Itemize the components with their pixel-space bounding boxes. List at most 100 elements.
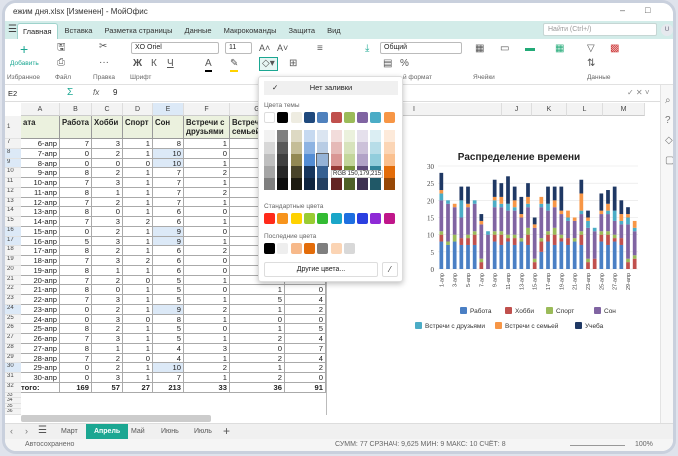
value-cell[interactable]: 0 [230,314,285,325]
value-cell[interactable]: 2 [184,187,230,198]
shade-swatch[interactable] [303,142,315,154]
value-cell[interactable]: 6 [153,256,184,266]
sum-icon[interactable]: Σ [67,87,74,98]
value-cell[interactable]: 1 [123,324,153,334]
date-cell[interactable]: 8-апр [21,158,60,169]
filter-icon[interactable]: ▽ [587,43,595,54]
theme-swatch[interactable] [317,112,329,123]
value-cell[interactable]: 1 [92,187,123,198]
value-cell[interactable]: 7 [153,168,184,178]
value-cell[interactable]: 1 [123,197,153,208]
value-cell[interactable]: 3 [92,314,123,325]
date-cell[interactable]: 11-апр [21,187,60,198]
value-cell[interactable]: 9 [153,236,184,247]
recent-swatch[interactable] [264,243,275,254]
shade-swatch[interactable] [264,142,275,154]
shade-swatch[interactable] [330,154,342,166]
row-header[interactable]: 28 [5,343,21,354]
value-cell[interactable]: 0 [285,285,326,295]
value-cell[interactable]: 1 [184,236,230,247]
shade-swatch[interactable] [290,142,302,154]
sheet-tab-march[interactable]: Март [61,428,78,435]
value-cell[interactable]: 0 [123,158,153,169]
value-cell[interactable]: 7 [60,275,92,286]
shade-swatch[interactable] [357,154,369,166]
shade-swatch[interactable] [303,154,315,166]
value-cell[interactable]: 2 [285,363,326,373]
value-cell[interactable]: 1 [123,246,153,256]
shade-swatch[interactable] [317,178,329,190]
comment-icon[interactable]: ▢ [665,155,675,166]
shade-swatch[interactable] [264,130,275,142]
cell-reference[interactable]: E2 [8,89,18,98]
shade-swatch[interactable] [317,142,329,154]
row-header[interactable]: 17 [5,236,21,247]
row-header[interactable]: 18 [5,246,21,256]
value-cell[interactable]: 0 [60,373,92,383]
prev-sheet-icon[interactable]: ‹ [10,426,13,436]
column-header-e[interactable]: E [153,103,184,116]
value-cell[interactable]: 5 [285,324,326,334]
value-cell[interactable]: 8 [60,187,92,198]
value-cell[interactable]: 5 [153,295,184,305]
shade-swatch[interactable] [383,166,395,178]
shade-swatch[interactable] [317,130,329,142]
standard-swatch[interactable] [264,213,275,224]
value-cell[interactable]: 3 [92,139,123,149]
value-cell[interactable]: 2 [92,197,123,208]
value-cell[interactable]: 0 [123,353,153,364]
formula-input[interactable]: 9 [113,88,118,97]
value-cell[interactable]: 5 [153,285,184,295]
fill-color-button[interactable]: ◇▾ [259,57,278,71]
value-cell[interactable]: 5 [153,334,184,344]
value-cell[interactable]: 2 [92,168,123,178]
value-cell[interactable]: 8 [60,168,92,178]
date-cell[interactable]: 25-апр [21,324,60,334]
tab-macros[interactable]: Макрокоманды [223,26,277,35]
shade-swatch[interactable] [303,130,315,142]
row-header[interactable]: 27 [5,334,21,344]
value-cell[interactable]: 2 [285,304,326,315]
value-cell[interactable]: 2 [230,334,285,344]
row-header[interactable]: 13 [5,197,21,208]
value-cell[interactable]: 8 [153,139,184,149]
search-input[interactable]: Найти (Ctrl+/) [543,23,657,36]
value-cell[interactable]: 7 [60,256,92,266]
value-cell[interactable]: 1 [184,353,230,364]
shade-swatch[interactable] [383,142,395,154]
column-header-d[interactable]: D [123,103,153,116]
shade-swatch[interactable] [317,166,329,178]
value-cell[interactable]: 1 [184,295,230,305]
value-cell[interactable]: 1 [184,275,230,286]
value-cell[interactable]: 1 [230,304,285,315]
date-cell[interactable]: 14-апр [21,217,60,227]
cut-icon[interactable]: ✂ [99,41,108,52]
bold-button[interactable]: Ж [133,58,143,69]
align-icon[interactable]: ≡ [317,43,323,54]
value-cell[interactable]: 2 [184,304,230,315]
value-cell[interactable]: 1 [230,285,285,295]
shade-swatch[interactable] [277,166,289,178]
standard-swatch[interactable] [303,213,315,224]
date-cell[interactable]: 13-апр [21,207,60,217]
value-cell[interactable]: 1 [92,265,123,276]
sheet-tab-april[interactable]: Апрель [86,424,129,439]
stacked-bar-chart[interactable]: Распределение времени 0 5 10 15 20 25 30 1-апр 3-… [327,116,660,394]
date-cell[interactable]: 28-апр [21,353,60,364]
confirm-icon[interactable]: ✓ ✕ ˅ [627,88,650,97]
highlight-icon[interactable]: ✎ [230,58,239,72]
shade-swatch[interactable] [303,166,315,178]
standard-swatch[interactable] [383,213,395,224]
value-cell[interactable]: 1 [123,295,153,305]
value-cell[interactable]: 5 [153,275,184,286]
value-cell[interactable]: 1 [123,178,153,188]
row-header-1[interactable]: 1 [5,116,21,139]
value-cell[interactable]: 2 [184,168,230,178]
eyedropper-icon[interactable]: ⁄ [382,262,398,277]
currency-icon[interactable]: ▤ [383,58,393,69]
column-header-m[interactable]: M [603,103,645,116]
shade-swatch[interactable] [370,154,382,166]
zoom-slider[interactable] [570,445,625,446]
value-cell[interactable]: 1 [123,148,153,159]
tab-page-layout[interactable]: Разметка страницы [104,26,173,35]
